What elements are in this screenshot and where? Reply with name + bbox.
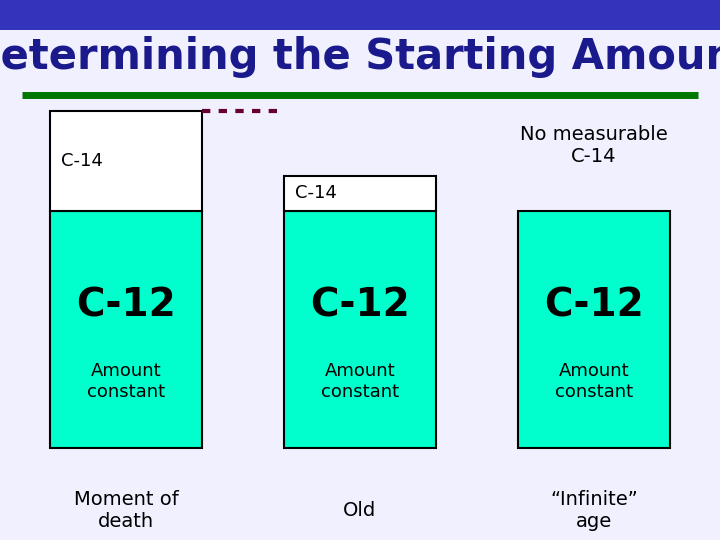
Text: Old: Old	[343, 501, 377, 520]
Text: “Infinite”
age: “Infinite” age	[550, 490, 638, 531]
Text: C-12: C-12	[76, 287, 176, 325]
Text: No measurable
C-14: No measurable C-14	[520, 125, 668, 166]
Text: Determining the Starting Amount: Determining the Starting Amount	[0, 36, 720, 78]
Bar	[0, 0, 720, 30]
Bar	[50, 111, 202, 211]
Text: Amount
constant: Amount constant	[555, 362, 633, 401]
Text: Amount
constant: Amount constant	[321, 362, 399, 401]
Text: C-12: C-12	[544, 287, 644, 325]
Bar	[284, 211, 436, 448]
Bar	[50, 211, 202, 448]
Bar	[284, 176, 436, 211]
Text: Amount
constant: Amount constant	[87, 362, 165, 401]
Bar	[518, 211, 670, 448]
Text: C-14: C-14	[61, 152, 103, 170]
Text: C-14: C-14	[295, 184, 337, 202]
Text: Moment of
death: Moment of death	[73, 490, 179, 531]
Text: C-12: C-12	[310, 287, 410, 325]
